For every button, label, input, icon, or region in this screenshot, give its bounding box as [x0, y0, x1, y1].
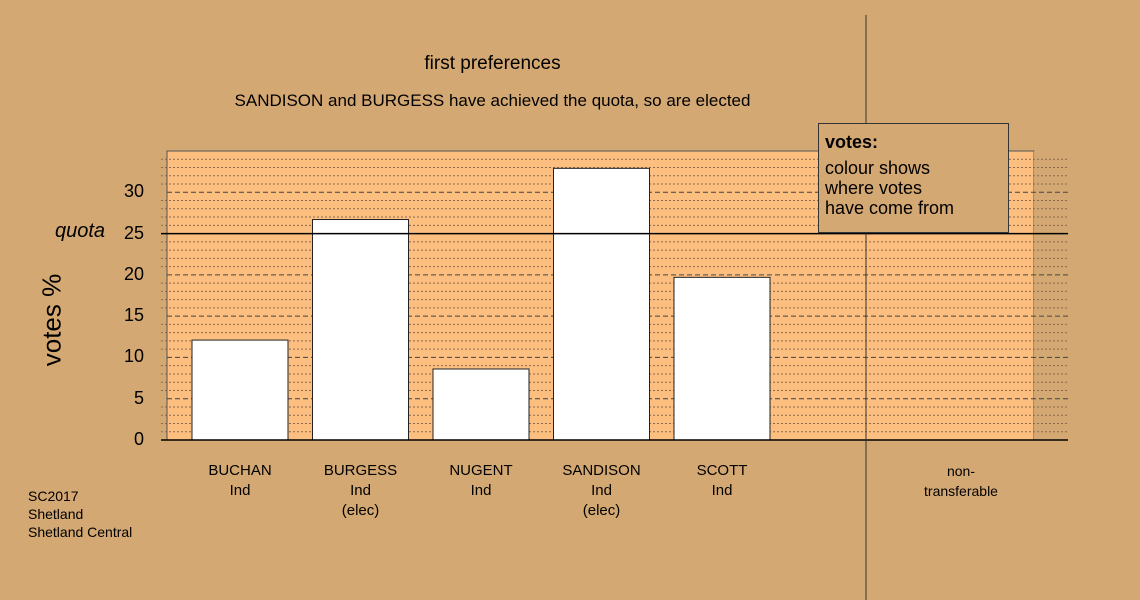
category-label: SANDISON Ind (elec) [547, 461, 657, 521]
source-line: Shetland [28, 506, 84, 522]
category-label-line: SCOTT [696, 462, 748, 479]
category-label: NUGENT Ind [426, 461, 536, 501]
category-label-line: Ind [229, 482, 251, 499]
category-label-line: Ind [350, 482, 371, 499]
source-note: SC2017 Shetland Shetland Central [28, 487, 132, 541]
category-label-line: Ind [711, 482, 733, 499]
category-label: SCOTT Ind [667, 461, 777, 501]
bar-burgess [312, 219, 409, 441]
y-tick-label: 0 [133, 429, 144, 449]
quota-label: quota [55, 220, 106, 242]
category-label-line: Ind [470, 482, 492, 499]
bar-sandison [553, 167, 650, 441]
category-label-line: SANDISON [562, 462, 641, 479]
nontransferable-label-line: non- [946, 463, 976, 479]
y-tick-label: 20 [123, 263, 144, 284]
y-tick-label: 30 [123, 181, 144, 202]
category-label: BUCHAN Ind [185, 461, 295, 501]
y-axis-label: votes % [36, 273, 67, 367]
nontransferable-label: non- transferable [906, 461, 1016, 501]
y-tick-label: 5 [133, 387, 144, 408]
legend-line: have come from [825, 198, 955, 218]
source-line: SC2017 [28, 488, 79, 504]
legend-line: colour shows [825, 158, 931, 178]
category-label-line: (elec) [582, 502, 621, 519]
category-label-line: (elec) [341, 502, 380, 519]
chart-title: first preferences [424, 53, 561, 74]
chart-subtitle: SANDISON and BURGESS have achieved the q… [234, 91, 751, 110]
legend-title: votes: [825, 132, 879, 152]
category-label: BURGESS Ind (elec) [306, 461, 416, 521]
nontransferable-label-line: transferable [924, 483, 998, 499]
bar-buchan [191, 339, 289, 441]
y-tick-label: 10 [123, 346, 144, 367]
y-tick-label: 25 [123, 222, 144, 243]
category-label-line: BUCHAN [208, 462, 272, 479]
legend-line: where votes [825, 178, 923, 198]
bar-nugent [432, 368, 530, 441]
category-label-line: Ind [591, 482, 612, 499]
y-tick-label: 15 [123, 305, 144, 326]
bar-scott [673, 276, 771, 441]
source-line: Shetland Central [28, 524, 133, 540]
legend: votes: colour shows where votes have com… [818, 123, 1009, 233]
category-label-line: BURGESS [323, 462, 398, 479]
category-label-line: NUGENT [449, 462, 513, 479]
nontransferable-area [1034, 151, 1068, 440]
